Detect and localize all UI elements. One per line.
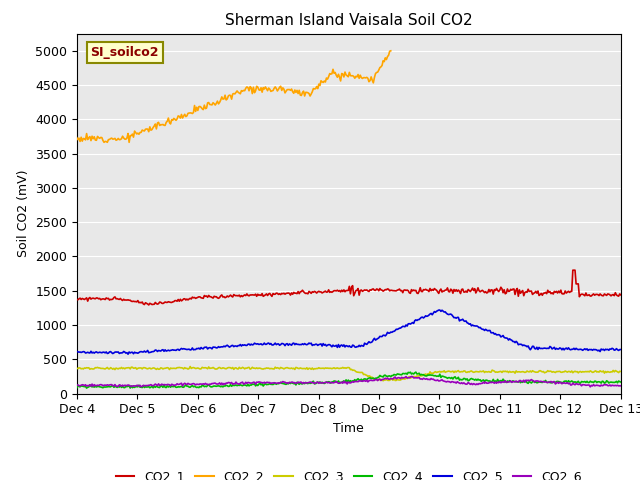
- Text: SI_soilco2: SI_soilco2: [90, 46, 159, 59]
- Title: Sherman Island Vaisala Soil CO2: Sherman Island Vaisala Soil CO2: [225, 13, 472, 28]
- X-axis label: Time: Time: [333, 422, 364, 435]
- Legend: CO2_1, CO2_2, CO2_3, CO2_4, CO2_5, CO2_6: CO2_1, CO2_2, CO2_3, CO2_4, CO2_5, CO2_6: [111, 465, 587, 480]
- Y-axis label: Soil CO2 (mV): Soil CO2 (mV): [17, 170, 29, 257]
